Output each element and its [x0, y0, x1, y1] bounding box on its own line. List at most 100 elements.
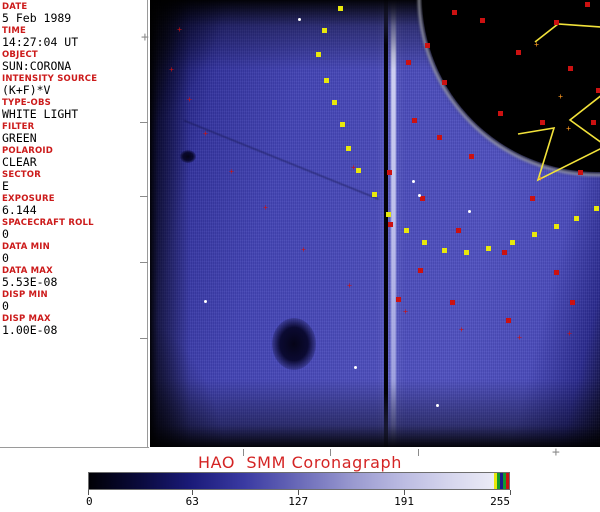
colorbar-tick [298, 490, 300, 495]
metadata-field-data-max: DATA MAX 5.53E-08 [2, 266, 147, 289]
star-marker-yellow [532, 232, 537, 237]
star-marker-yellow [510, 240, 515, 245]
constellation-node-marker: + [558, 92, 563, 101]
colorbar-gradient [88, 472, 510, 490]
constellation-polyline [517, 23, 600, 182]
metadata-field-date: DATE 5 Feb 1989 [2, 2, 147, 25]
star-marker-red [530, 196, 535, 201]
star-marker-yellow [356, 168, 361, 173]
colorbar-lut-stripe [494, 473, 497, 489]
metadata-field-disp-min: DISP MIN 0 [2, 290, 147, 313]
star-marker-yellow [442, 248, 447, 253]
metadata-label-data-max: DATA MAX [2, 266, 53, 276]
colorbar-lut-stripe [503, 473, 506, 489]
star-marker-red [437, 135, 442, 140]
star-marker-yellow [316, 52, 321, 57]
star-cross-marker: + [187, 95, 192, 104]
metadata-value-data-min: 0 [2, 251, 9, 265]
constellation-node-marker: + [534, 40, 539, 49]
metadata-field-object: OBJECT SUN:CORONA [2, 50, 147, 73]
metadata-label-disp-min: DISP MIN [2, 290, 48, 300]
star-cross-marker: + [517, 333, 522, 342]
star-marker-red [396, 297, 401, 302]
metadata-value-polaroid: CLEAR [2, 155, 37, 169]
colorbar-lut-stripe [506, 473, 509, 489]
star-marker-yellow [486, 246, 491, 251]
metadata-value-date: 5 Feb 1989 [2, 11, 72, 25]
metadata-label-exposure: EXPOSURE [2, 194, 55, 204]
star-marker-red [540, 120, 545, 125]
colorbar-tick-label: 63 [185, 495, 199, 508]
star-marker-yellow [594, 206, 599, 211]
star-marker-red [420, 196, 425, 201]
star-marker-red [568, 66, 573, 71]
star-marker-yellow [340, 122, 345, 127]
star-cross-marker: + [351, 163, 356, 172]
star-cross-marker: + [177, 25, 182, 34]
star-marker-red [406, 60, 411, 65]
star-marker-yellow [324, 78, 329, 83]
metadata-field-polaroid: POLAROID CLEAR [2, 146, 147, 169]
colorbar-tick [192, 490, 194, 495]
star-marker-red [387, 170, 392, 175]
star-marker-yellow [422, 240, 427, 245]
metadata-label-data-min: DATA MIN [2, 242, 50, 252]
star-marker-red [554, 20, 559, 25]
bright-point-source [354, 366, 357, 369]
left-axis-crosshair-marker: + [141, 30, 149, 45]
colorbar-tick [510, 490, 511, 495]
star-marker-red [516, 50, 521, 55]
star-marker-red [452, 10, 457, 15]
metadata-label-object: OBJECT [2, 50, 38, 60]
constellation-node-marker: + [566, 124, 571, 133]
metadata-field-exposure: EXPOSURE 6.144 [2, 194, 147, 217]
metadata-value-data-max: 5.53E-08 [2, 275, 58, 289]
bottom-axis-crosshair-marker: + [552, 445, 560, 460]
colorbar-lut-stripe [497, 473, 500, 489]
left-axis-tick-4 [140, 338, 148, 339]
star-marker-yellow [554, 224, 559, 229]
metadata-label-type-obs: TYPE-OBS [2, 98, 51, 108]
metadata-value-time: 14:27:04 UT [2, 35, 79, 49]
star-marker-yellow [372, 192, 377, 197]
left-axis-tick-3 [140, 262, 148, 263]
sidebar-bottom-divider [0, 447, 149, 448]
star-marker-red [450, 300, 455, 305]
star-marker-red [578, 170, 583, 175]
bright-point-source [298, 18, 301, 21]
bright-point-source [204, 300, 207, 303]
bright-point-source [468, 210, 471, 213]
colorbar-tick-label: 191 [394, 495, 414, 508]
coronagraph-image[interactable]: ++++++++++++++++++ [150, 0, 600, 447]
star-marker-red [502, 250, 507, 255]
metadata-field-sector: SECTOR E [2, 170, 147, 193]
colorbar-lut-stripe [500, 473, 503, 489]
star-marker-red [596, 88, 600, 93]
star-marker-red [585, 2, 590, 7]
star-cross-marker: + [169, 65, 174, 74]
colorbar-tick-label: 127 [288, 495, 309, 508]
star-cross-marker: + [347, 281, 352, 290]
star-marker-red [418, 268, 423, 273]
star-marker-red [442, 80, 447, 85]
metadata-value-sector: E [2, 179, 9, 193]
metadata-value-intensity-source: (K+F)*V [2, 83, 51, 97]
metadata-value-spacecraft-roll: 0 [2, 227, 9, 241]
metadata-sidebar: DATE 5 Feb 1989 TIME 14:27:04 UT OBJECT … [0, 0, 148, 448]
metadata-field-data-min: DATA MIN 0 [2, 242, 147, 265]
left-axis-tick-2 [140, 196, 148, 197]
star-marker-yellow [386, 212, 391, 217]
metadata-label-time: TIME [2, 26, 27, 36]
constellation-node-marker: + [538, 174, 543, 183]
star-marker-red [506, 318, 511, 323]
colorbar-tick [88, 490, 89, 495]
star-marker-yellow [346, 146, 351, 151]
metadata-value-disp-min: 0 [2, 299, 9, 313]
metadata-field-time: TIME 14:27:04 UT [2, 26, 147, 49]
metadata-label-sector: SECTOR [2, 170, 41, 180]
bright-point-source [436, 404, 439, 407]
metadata-label-filter: FILTER [2, 122, 35, 132]
metadata-value-exposure: 6.144 [2, 203, 37, 217]
star-cross-marker: + [301, 245, 306, 254]
colorbar[interactable] [88, 472, 510, 490]
